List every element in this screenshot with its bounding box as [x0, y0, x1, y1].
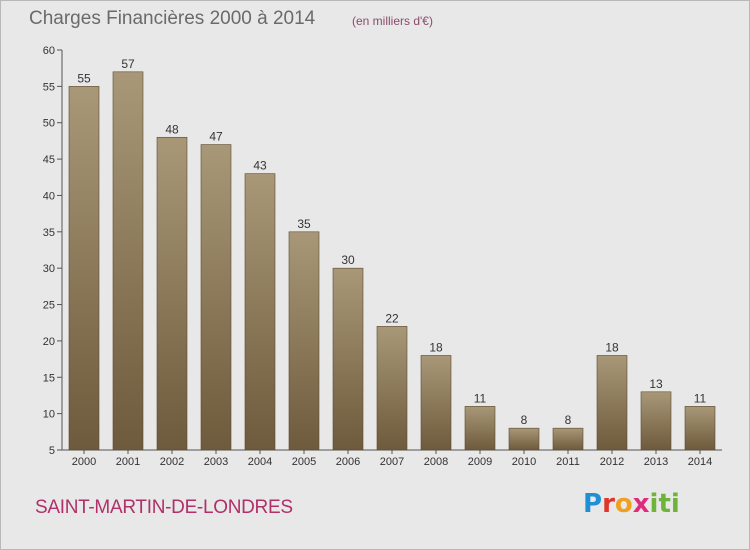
y-tick-label: 5	[49, 445, 55, 457]
x-tick-label: 2012	[600, 456, 624, 468]
y-tick-label: 20	[43, 336, 55, 348]
bar	[684, 406, 716, 451]
y-tick-label: 45	[43, 154, 55, 166]
y-tick-label: 15	[43, 372, 55, 384]
data-labels: 55 57 48 47 43 35 30 22 18 11 8 8 18 13 11	[77, 57, 706, 427]
data-label: 11	[474, 391, 487, 405]
y-tick-label: 55	[43, 81, 55, 93]
data-label: 57	[121, 57, 135, 71]
bar	[640, 391, 672, 451]
bar	[464, 406, 496, 451]
data-label: 30	[341, 253, 355, 267]
data-label: 8	[521, 413, 528, 427]
y-tick-label: 30	[43, 263, 55, 275]
y-tick-label: 40	[43, 190, 55, 202]
bar	[376, 326, 408, 451]
y-tick-label: 10	[43, 409, 55, 421]
data-label: 11	[694, 391, 707, 405]
x-tick-label: 2005	[292, 456, 316, 468]
bar	[112, 71, 144, 451]
y-tick-label: 35	[43, 227, 55, 239]
x-tick-label: 2003	[204, 456, 228, 468]
x-tick-label: 2010	[512, 456, 536, 468]
x-tick-label: 2001	[116, 456, 140, 468]
chart-unit: (en milliers d'€)	[352, 14, 433, 28]
x-tick-label: 2002	[160, 456, 184, 468]
bar	[156, 136, 188, 451]
bar	[420, 355, 452, 451]
bar	[288, 231, 320, 451]
data-label: 13	[649, 377, 663, 391]
data-label: 48	[165, 122, 179, 136]
chart-title: Charges Financières 2000 à 2014	[29, 8, 316, 29]
bar	[244, 173, 276, 451]
bars	[68, 71, 716, 451]
y-tick-label: 60	[43, 45, 55, 57]
bar	[508, 427, 540, 451]
bar	[596, 355, 628, 451]
data-label: 35	[297, 217, 311, 231]
y-tick-label: 25	[43, 300, 55, 312]
x-tick-label: 2013	[644, 456, 668, 468]
data-label: 55	[77, 71, 91, 85]
bar	[68, 86, 100, 451]
bar	[332, 267, 364, 451]
x-tick-label: 2009	[468, 456, 492, 468]
commune-name: SAINT-MARTIN-DE-LONDRES	[35, 497, 293, 518]
bar	[200, 144, 232, 451]
data-label: 18	[429, 340, 443, 354]
x-tick-label: 2008	[424, 456, 448, 468]
proxiti-logo: Proxiti	[583, 489, 680, 519]
x-tick-label: 2011	[556, 456, 580, 468]
data-label: 43	[253, 159, 267, 173]
data-label: 8	[565, 413, 572, 427]
x-tick-label: 2000	[72, 456, 96, 468]
data-label: 47	[209, 130, 223, 144]
data-label: 22	[385, 311, 399, 325]
x-tick-label: 2014	[688, 456, 712, 468]
x-tick-label: 2006	[336, 456, 360, 468]
bar	[552, 427, 584, 451]
x-tick-label: 2007	[380, 456, 404, 468]
data-label: 18	[605, 340, 619, 354]
y-tick-label: 50	[43, 118, 55, 130]
x-tick-label: 2004	[248, 456, 272, 468]
